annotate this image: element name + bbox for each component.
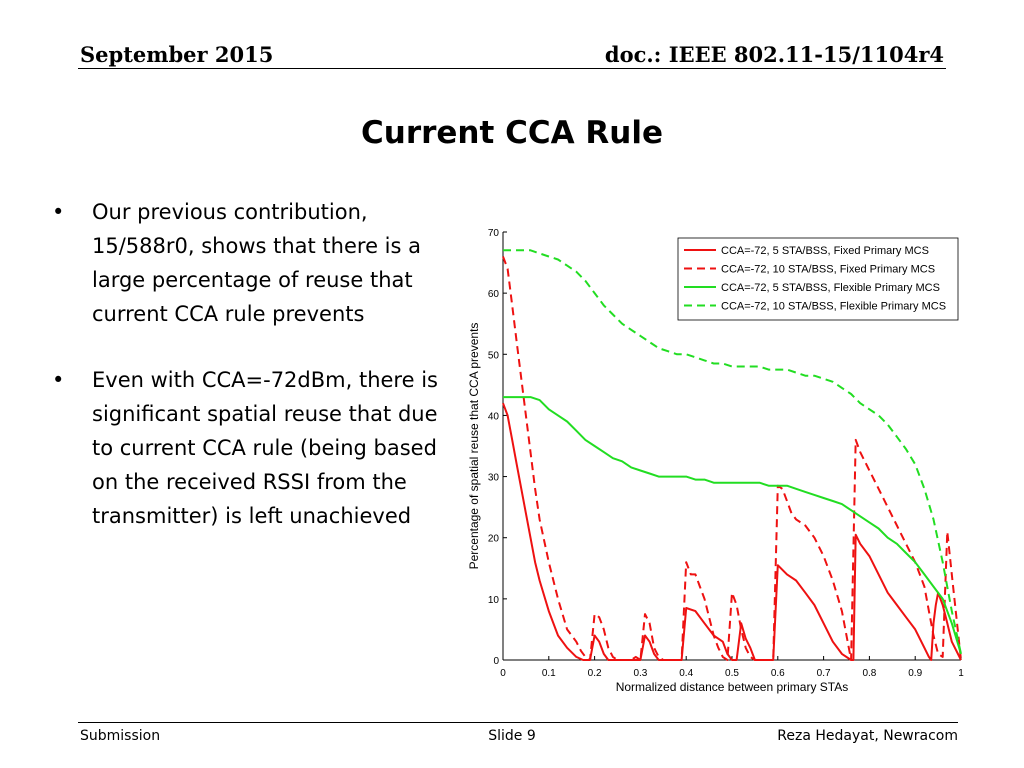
- y-tick-label: 50: [488, 350, 500, 361]
- footer-rule: [78, 722, 958, 723]
- bullet-text: Even with CCA=-72dBm, there is significa…: [92, 368, 438, 528]
- y-tick-label: 60: [488, 289, 500, 300]
- series-line-2: [502, 256, 962, 661]
- y-tick-label: 30: [488, 473, 500, 484]
- x-tick-label: 0.7: [817, 668, 831, 679]
- y-tick-label: 20: [488, 534, 500, 545]
- header-rule: [78, 68, 946, 69]
- legend-entry: CCA=-72, 5 STA/BSS, Flexible Primary MCS: [721, 282, 940, 294]
- x-tick-label: 0.1: [542, 668, 556, 679]
- footer-slide-number: Slide 9: [488, 728, 536, 744]
- x-tick-label: 0: [500, 668, 506, 679]
- legend-entry: CCA=-72, 10 STA/BSS, Fixed Primary MCS: [721, 264, 935, 276]
- bullet-icon: •: [52, 200, 65, 224]
- line-chart: 0 10 20 30 40 50 60 70 0 0.1 0.2 0.3 0.4 0.5 0.6 0.7 0.8…: [467, 228, 964, 694]
- x-tick-label: 0.2: [588, 668, 602, 679]
- footer-author: Reza Hedayat, Newracom: [777, 728, 958, 744]
- y-tick-label: 40: [488, 411, 500, 422]
- x-tick-label: 0.6: [771, 668, 785, 679]
- footer-submission: Submission: [80, 728, 161, 744]
- series-line-1: [502, 402, 962, 661]
- bullet-text: Our previous contribution, 15/588r0, sho…: [92, 200, 421, 326]
- bullet-item: • Even with CCA=-72dBm, there is signifi…: [48, 363, 448, 533]
- legend-entry: CCA=-72, 5 STA/BSS, Fixed Primary MCS: [721, 245, 929, 257]
- x-tick-label: 0.9: [908, 668, 922, 679]
- legend-entry: CCA=-72, 10 STA/BSS, Flexible Primary MC…: [721, 301, 946, 313]
- y-axis-label: Percentage of spatial reuse that CCA pre…: [467, 323, 481, 570]
- y-tick-label: 70: [488, 228, 500, 239]
- bullet-icon: •: [52, 368, 65, 392]
- header-date: September 2015: [80, 42, 274, 67]
- y-tick-label: 0: [493, 656, 499, 667]
- header-doc-id: doc.: IEEE 802.11-15/1104r4: [604, 42, 944, 67]
- bullet-list: • Our previous contribution, 15/588r0, s…: [48, 195, 448, 565]
- x-axis-label: Normalized distance between primary STAs: [616, 680, 849, 694]
- legend-box: [677, 237, 959, 321]
- x-tick-label: 0.4: [679, 668, 693, 679]
- x-tick-label: 0.3: [633, 668, 647, 679]
- series-line-3: [503, 396, 962, 655]
- bullet-item: • Our previous contribution, 15/588r0, s…: [48, 195, 448, 331]
- x-tick-label: 1: [958, 668, 964, 679]
- slide-title: Current CCA Rule: [361, 115, 663, 151]
- x-tick-label: 0.5: [725, 668, 739, 679]
- x-tick-label: 0.8: [862, 668, 876, 679]
- series-line-4: [503, 249, 962, 655]
- legend: CCA=-72, 5 STA/BSS, Fixed Primary MCS CCA…: [677, 237, 959, 321]
- y-tick-label: 10: [488, 595, 500, 606]
